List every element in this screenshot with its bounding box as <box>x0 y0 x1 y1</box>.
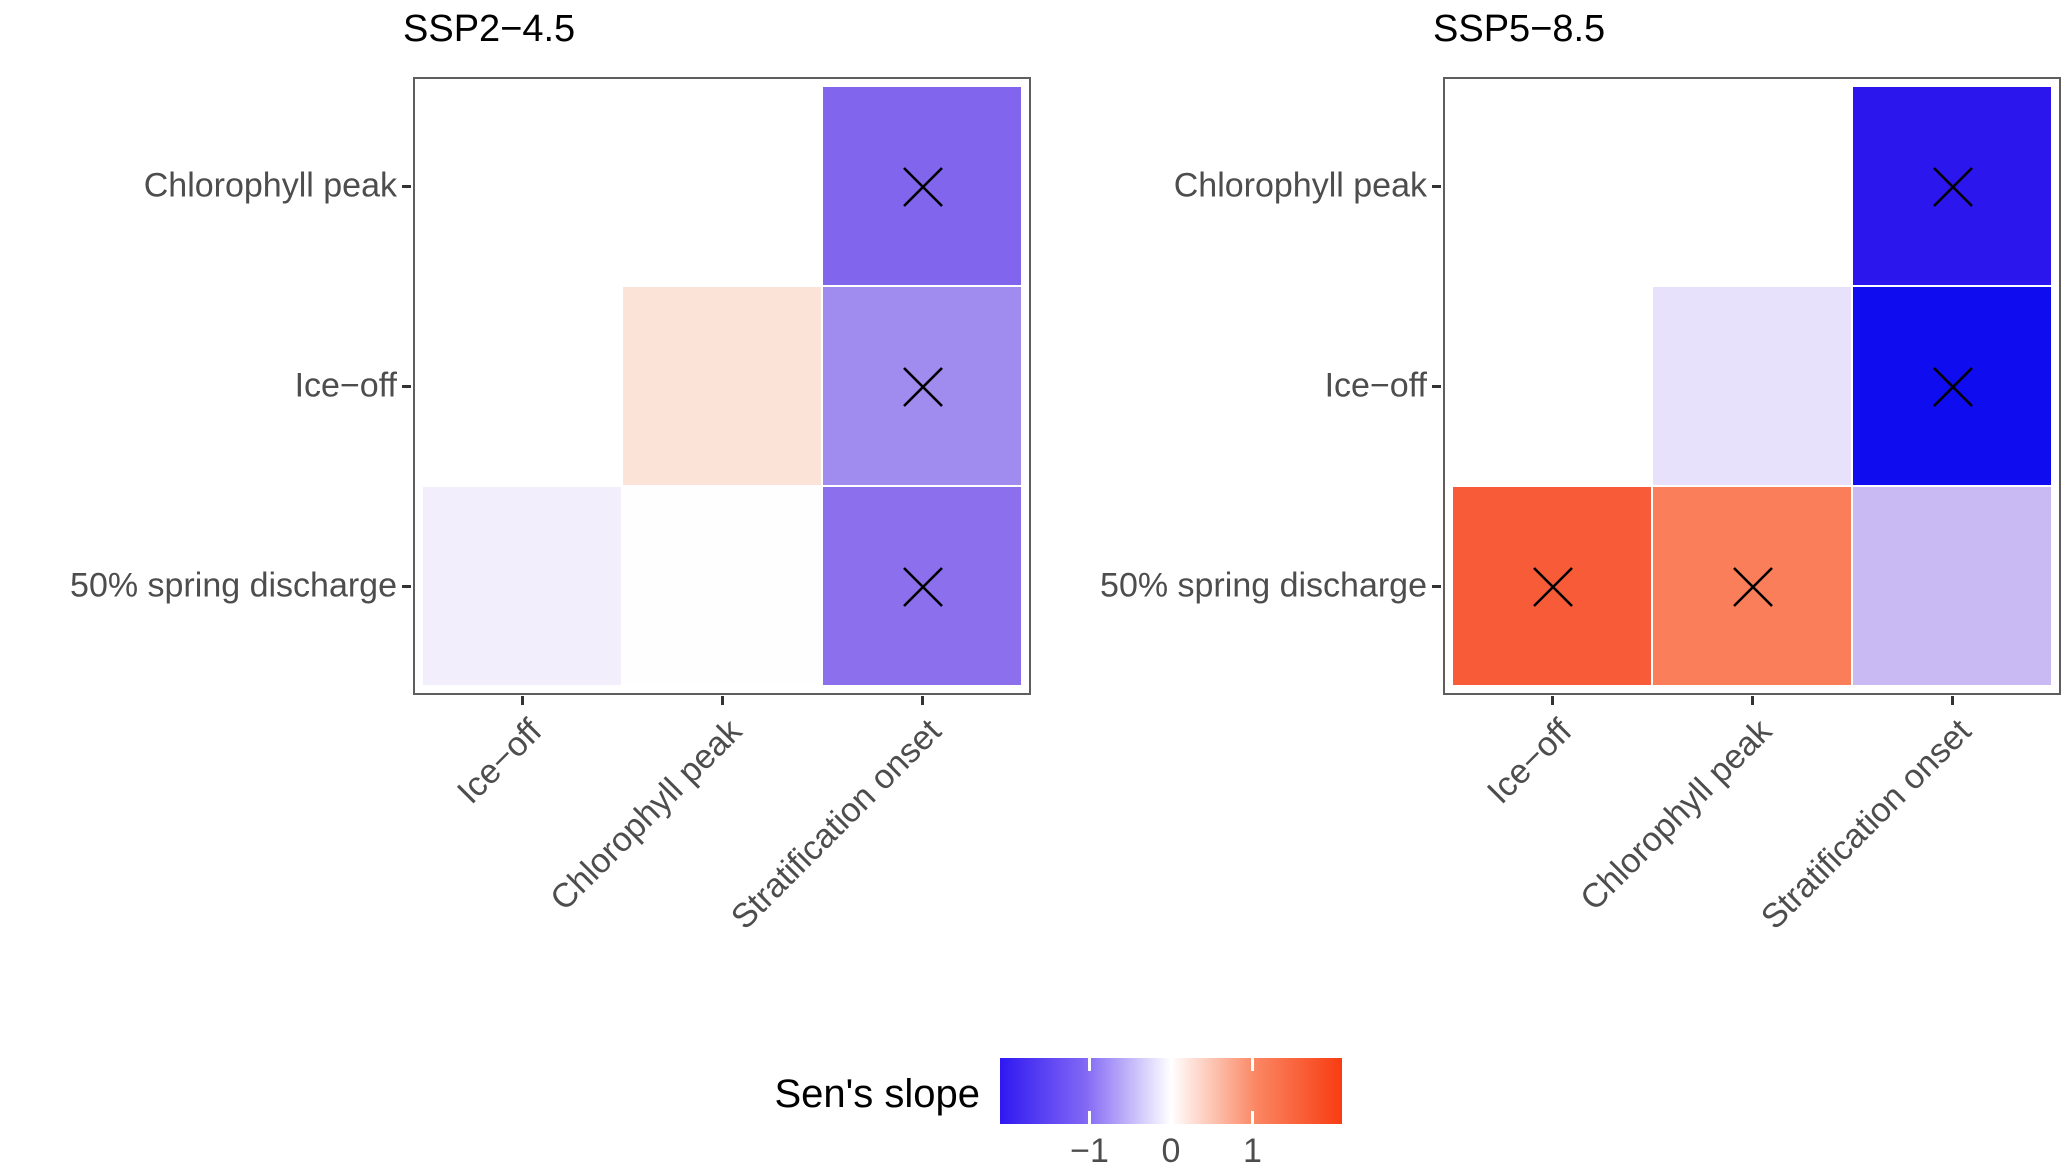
heatmap-cell <box>422 486 622 686</box>
heatmap-cell <box>1852 486 2052 686</box>
x-axis-tick <box>1751 696 1754 705</box>
panel-title: SSP5−8.5 <box>1433 8 1606 50</box>
heatmap-cell <box>622 486 822 686</box>
x-axis-label: Chlorophyll peak <box>1572 712 1779 918</box>
y-axis-tick <box>1432 385 1441 388</box>
heatmap-panel <box>413 77 1031 695</box>
significance-x-marker-icon <box>1733 567 1773 607</box>
legend-tick <box>1088 1058 1092 1071</box>
y-axis-tick <box>1432 185 1441 188</box>
heatmap-cell <box>822 86 1022 286</box>
y-axis-label: Chlorophyll peak <box>1173 166 1427 205</box>
legend-tick <box>1169 1111 1173 1124</box>
legend-tick-label: −1 <box>1070 1132 1109 1170</box>
significance-x-marker-icon <box>1933 367 1973 407</box>
heatmap-cell <box>622 286 822 486</box>
significance-x-marker-icon <box>903 167 943 207</box>
legend-tick <box>1169 1058 1173 1071</box>
significance-x-marker-icon <box>903 567 943 607</box>
y-axis-tick <box>1432 585 1441 588</box>
y-axis-label: Ice−off <box>294 366 397 405</box>
y-axis-label: 50% spring discharge <box>70 566 397 605</box>
heatmap-cell <box>1452 486 1652 686</box>
legend-tick-label: 1 <box>1242 1132 1262 1170</box>
panel-title: SSP2−4.5 <box>403 8 576 50</box>
heatmap-cell <box>1852 86 2052 286</box>
legend-tick-label: 0 <box>1161 1132 1181 1170</box>
x-axis-label: Stratification onset <box>1754 712 1979 937</box>
heatmap-cell <box>822 486 1022 686</box>
legend-colorbar <box>1000 1058 1342 1124</box>
x-axis-tick <box>1551 696 1554 705</box>
x-axis-tick <box>921 696 924 705</box>
y-axis-label: 50% spring discharge <box>1100 566 1427 605</box>
x-axis-label: Ice−off <box>1479 712 1579 812</box>
legend-tick <box>1250 1111 1254 1124</box>
heatmap-cell <box>1852 286 2052 486</box>
y-axis-label: Ice−off <box>1324 366 1427 405</box>
x-axis-tick <box>521 696 524 705</box>
heatmap-cell <box>1652 486 1852 686</box>
significance-x-marker-icon <box>1533 567 1573 607</box>
y-axis-tick <box>402 385 411 388</box>
x-axis-tick <box>721 696 724 705</box>
significance-x-marker-icon <box>903 367 943 407</box>
heatmap-cell <box>822 286 1022 486</box>
y-axis-tick <box>402 185 411 188</box>
x-axis-tick <box>1951 696 1954 705</box>
y-axis-label: Chlorophyll peak <box>143 166 397 205</box>
significance-x-marker-icon <box>1933 167 1973 207</box>
x-axis-label: Stratification onset <box>724 712 949 937</box>
legend-title: Sen's slope <box>774 1072 980 1116</box>
legend-tick <box>1250 1058 1254 1071</box>
legend-tick <box>1088 1111 1092 1124</box>
x-axis-label: Ice−off <box>449 712 549 812</box>
heatmap-cell <box>1652 286 1852 486</box>
y-axis-tick <box>402 585 411 588</box>
heatmap-panel <box>1443 77 2061 695</box>
x-axis-label: Chlorophyll peak <box>542 712 749 918</box>
